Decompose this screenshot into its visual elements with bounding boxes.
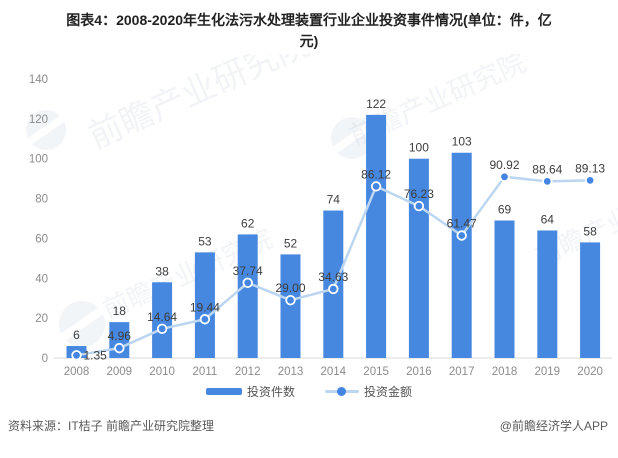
svg-text:34.63: 34.63 <box>318 270 348 284</box>
svg-text:90.92: 90.92 <box>489 158 519 172</box>
svg-text:2020: 2020 <box>577 366 603 378</box>
svg-text:86.12: 86.12 <box>361 167 391 181</box>
svg-text:1.35: 1.35 <box>84 348 108 362</box>
svg-text:2008: 2008 <box>64 366 90 378</box>
svg-text:100: 100 <box>409 141 429 155</box>
svg-text:2011: 2011 <box>193 366 218 378</box>
svg-text:2018: 2018 <box>492 366 518 378</box>
bar-swatch-icon <box>205 387 242 395</box>
svg-text:53: 53 <box>198 234 212 248</box>
svg-text:20: 20 <box>35 313 48 325</box>
svg-text:37.74: 37.74 <box>233 264 263 278</box>
chart-title: 图表4：2008-2020年生化法污水处理装置行业企业投资事件情况(单位：件，亿… <box>0 0 618 52</box>
line-swatch-icon <box>325 386 359 396</box>
svg-text:2013: 2013 <box>278 366 304 378</box>
svg-text:2016: 2016 <box>406 366 432 378</box>
svg-text:19.44: 19.44 <box>190 300 220 314</box>
svg-text:60: 60 <box>35 233 48 245</box>
svg-text:18: 18 <box>113 304 127 318</box>
svg-text:2017: 2017 <box>449 366 475 378</box>
chart-title-line1: 图表4：2008-2020年生化法污水处理装置行业企业投资事件情况(单位：件，亿 <box>66 12 552 28</box>
svg-text:2012: 2012 <box>235 366 261 378</box>
legend-label-line: 投资金额 <box>364 384 413 399</box>
svg-text:62: 62 <box>241 216 255 230</box>
svg-text:前瞻产业研究院: 前瞻产业研究院 <box>83 54 316 156</box>
x-axis-labels: 2008 2009 2010 2011 2012 2013 2014 2015 2016 2017… <box>64 366 603 378</box>
svg-text:6: 6 <box>73 328 80 342</box>
svg-text:120: 120 <box>29 114 48 126</box>
svg-text:2019: 2019 <box>535 366 561 378</box>
svg-text:100: 100 <box>29 154 48 166</box>
svg-text:76.23: 76.23 <box>404 187 434 201</box>
line-value-labels: 1.354.96 14.64 19.44 37.74 29.00 34.63 86.12 76… <box>84 158 606 363</box>
line-markers <box>71 171 596 361</box>
svg-text:103: 103 <box>452 135 472 149</box>
svg-text:69: 69 <box>498 202 512 216</box>
svg-text:4.96: 4.96 <box>108 329 132 343</box>
footer: 资料来源：IT桔子 前瞻产业研究院整理 @前瞻经济学人APP <box>0 417 618 434</box>
svg-text:2009: 2009 <box>107 366 133 378</box>
chart-title-line2: 元) <box>299 33 319 49</box>
svg-text:122: 122 <box>366 97 386 111</box>
svg-text:2010: 2010 <box>149 366 175 378</box>
svg-text:74: 74 <box>327 193 341 207</box>
svg-text:29.00: 29.00 <box>275 281 305 295</box>
svg-text:38: 38 <box>155 264 169 278</box>
chart-area: 前瞻产业研究院 前瞻产业研究院 前瞻产业研究院 前瞻产业研究院 0 20 40 60 80 100… <box>0 54 618 379</box>
credit-text: @前瞻经济学人APP <box>499 419 608 433</box>
svg-text:61.47: 61.47 <box>447 216 477 230</box>
svg-text:14.64: 14.64 <box>147 310 177 324</box>
svg-text:2015: 2015 <box>363 366 389 378</box>
svg-text:0: 0 <box>42 353 48 365</box>
source-text: 资料来源：IT桔子 前瞻产业研究院整理 <box>8 419 214 433</box>
svg-text:80: 80 <box>35 194 48 206</box>
svg-text:52: 52 <box>284 236 298 250</box>
bar-series <box>66 114 601 358</box>
legend-item-line-series: 投资金额 <box>325 383 412 400</box>
svg-text:64: 64 <box>541 212 555 226</box>
y-axis-ticks: 0 20 40 60 80 100 120 140 <box>29 74 48 365</box>
chart-legend: 投资件数 投资金额 <box>0 381 618 401</box>
bar-value-labels: 6 18 38 53 62 52 74 122 100 103 69 64 58 <box>73 97 597 342</box>
svg-text:89.13: 89.13 <box>575 161 605 175</box>
svg-text:58: 58 <box>583 224 597 238</box>
svg-text:2014: 2014 <box>321 366 347 378</box>
svg-text:140: 140 <box>29 74 48 86</box>
legend-label-bar: 投资件数 <box>246 384 295 399</box>
svg-text:88.64: 88.64 <box>532 162 562 176</box>
legend-item-bar-series: 投资件数 <box>205 383 295 400</box>
svg-text:40: 40 <box>35 273 48 285</box>
